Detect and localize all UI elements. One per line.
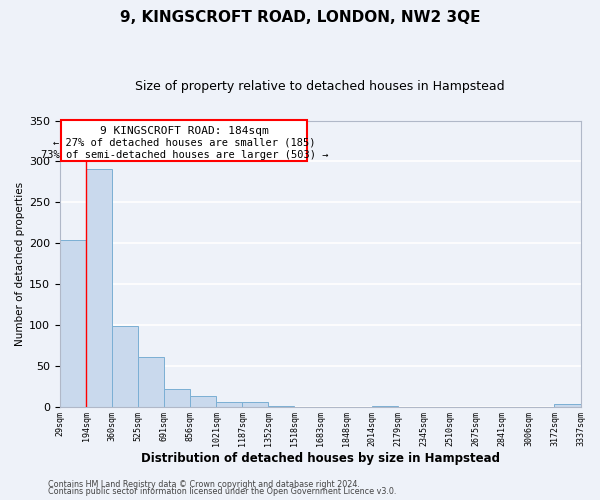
Text: 9, KINGSCROFT ROAD, LONDON, NW2 3QE: 9, KINGSCROFT ROAD, LONDON, NW2 3QE	[120, 10, 480, 25]
Y-axis label: Number of detached properties: Number of detached properties	[15, 182, 25, 346]
Text: Contains HM Land Registry data © Crown copyright and database right 2024.: Contains HM Land Registry data © Crown c…	[48, 480, 360, 489]
Bar	[242, 402, 268, 406]
Bar	[216, 402, 242, 406]
Bar	[86, 169, 112, 406]
Bar	[138, 356, 164, 406]
Text: 73% of semi-detached houses are larger (503) →: 73% of semi-detached houses are larger (…	[41, 150, 328, 160]
Title: Size of property relative to detached houses in Hampstead: Size of property relative to detached ho…	[136, 80, 505, 93]
Text: 9 KINGSCROFT ROAD: 184sqm: 9 KINGSCROFT ROAD: 184sqm	[100, 126, 269, 136]
Bar	[60, 240, 86, 406]
X-axis label: Distribution of detached houses by size in Hampstead: Distribution of detached houses by size …	[141, 452, 500, 465]
Text: ← 27% of detached houses are smaller (185): ← 27% of detached houses are smaller (18…	[53, 138, 316, 147]
Bar	[112, 326, 138, 406]
Bar	[190, 396, 216, 406]
Bar	[554, 404, 581, 406]
Text: Contains public sector information licensed under the Open Government Licence v3: Contains public sector information licen…	[48, 487, 397, 496]
Bar	[164, 390, 190, 406]
